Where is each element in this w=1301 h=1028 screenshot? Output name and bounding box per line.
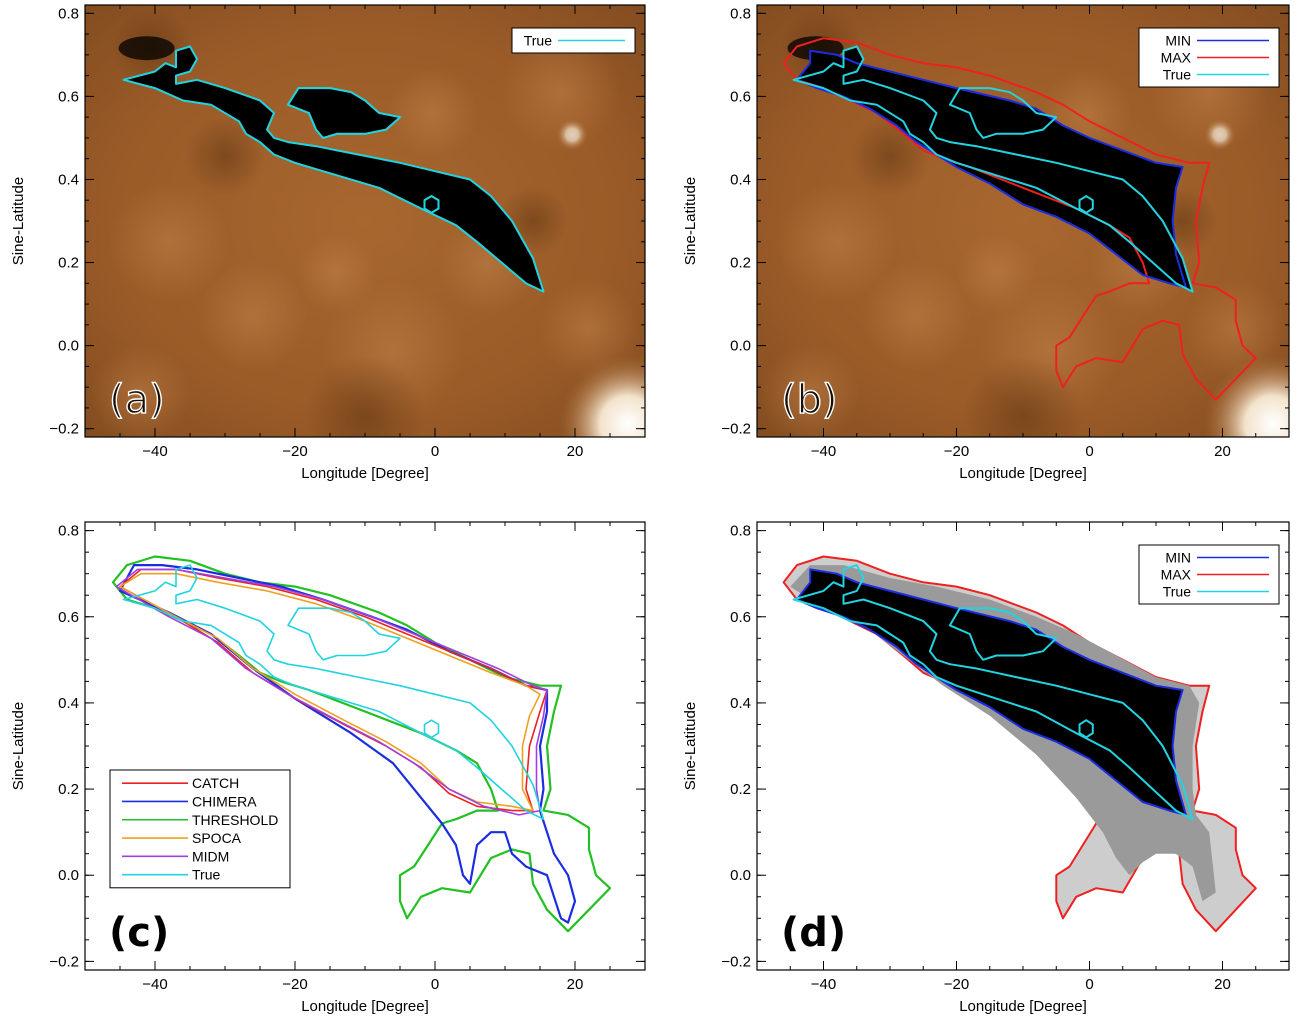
legend: CATCH CHIMERA THRESHOLD SPOCA MIDM True	[109, 769, 291, 889]
contour-min-1	[795, 49, 1187, 289]
contour-true-3	[948, 87, 1058, 139]
contour-true-5	[1078, 719, 1094, 739]
x-tick-label: 20	[567, 976, 584, 993]
contour-threshold-0	[111, 555, 612, 933]
y-tick-label: 0.6	[730, 609, 751, 626]
contour-spoca-3	[119, 572, 541, 812]
y-tick-label: −0.2	[49, 421, 79, 438]
x-tick-label: −40	[811, 443, 836, 460]
legend-label: MAX	[1161, 567, 1192, 583]
panel-label: (a)	[109, 377, 165, 423]
contour-min-2	[795, 568, 1187, 816]
x-tick-label: 0	[431, 443, 439, 460]
contour-true-2	[792, 45, 1194, 293]
contour-true-hole	[423, 194, 440, 214]
legend-label: THRESHOLD	[192, 812, 278, 828]
y-tick-label: 0.8	[730, 5, 751, 22]
legend-label: True	[192, 867, 220, 883]
panel-b: −40 −20 0 20 −0.2 0.0 0.2 0.4 0.6 0.8 Longitude [D…	[682, 4, 1290, 482]
solar-image-background	[85, 5, 645, 437]
x-tick-label: 20	[1214, 443, 1231, 460]
y-axis-title: Sine-Latitude	[682, 177, 699, 265]
x-tick-label: −20	[944, 443, 969, 460]
y-tick-label: 0.6	[730, 88, 751, 105]
x-tick-label: 0	[1085, 443, 1093, 460]
y-tick-label: 0.0	[730, 867, 751, 884]
legend-label: MIN	[1165, 550, 1191, 566]
x-tick-label: −40	[142, 976, 167, 993]
y-tick-label: 0.6	[58, 609, 79, 626]
coronal-hole-fill	[796, 50, 1186, 288]
contour-true-hole	[286, 87, 403, 140]
panel-label: (d)	[781, 910, 846, 956]
legend-label: MIN	[1165, 33, 1191, 49]
panel-d: −40 −20 0 20 −0.2 0.0 0.2 0.4 0.6 0.8 Longitude [D…	[682, 521, 1290, 1015]
y-tick-label: 0.8	[58, 523, 79, 540]
y-tick-label: 0.0	[58, 867, 79, 884]
y-tick-label: 0.0	[730, 338, 751, 355]
y-axis-title: Sine-Latitude	[682, 702, 699, 790]
legend-label: MAX	[1161, 50, 1192, 66]
contour-overlap-medium-1	[790, 565, 1216, 902]
x-tick-label: −40	[142, 443, 167, 460]
x-tick-label: −20	[282, 976, 307, 993]
x-axis-title: Longitude [Degree]	[959, 998, 1087, 1015]
y-tick-label: 0.8	[58, 5, 79, 22]
y-tick-label: 0.4	[730, 171, 751, 188]
panel-c: −40 −20 0 20 −0.2 0.0 0.2 0.4 0.6 0.8 Longitude [D…	[10, 521, 646, 1015]
y-tick-label: 0.8	[730, 523, 751, 540]
x-tick-label: 20	[1214, 976, 1231, 993]
contour-midm-4	[115, 568, 548, 816]
contour-max-0	[782, 37, 1257, 401]
contour-true-4	[1078, 195, 1094, 214]
contour-true-5	[122, 564, 545, 820]
y-tick-label: 0.4	[58, 695, 79, 712]
y-tick-label: −0.2	[49, 953, 79, 970]
legend-label: True	[1163, 584, 1191, 600]
y-tick-label: 0.2	[58, 255, 79, 272]
legend-box	[109, 769, 291, 889]
y-tick-label: 0.4	[730, 695, 751, 712]
legend-label: True	[524, 33, 552, 49]
legend-label: CATCH	[192, 775, 239, 791]
legend-label: SPOCA	[192, 830, 242, 846]
y-tick-label: −0.2	[721, 953, 751, 970]
legend: True	[511, 27, 636, 54]
contour-true-3	[792, 564, 1194, 821]
y-tick-label: 0.2	[730, 781, 751, 798]
y-axis-title: Sine-Latitude	[10, 177, 27, 265]
x-tick-label: 0	[1085, 976, 1093, 993]
plot-background	[85, 522, 645, 970]
x-tick-label: 0	[431, 976, 439, 993]
y-tick-label: −0.2	[721, 421, 751, 438]
y-tick-label: 0.2	[58, 781, 79, 798]
y-tick-label: 0.2	[730, 255, 751, 272]
x-tick-label: −20	[944, 976, 969, 993]
panel-a: −40 −20 0 20 −0.2 0.0 0.2 0.4 0.6 0.8 Longitude [D…	[10, 4, 646, 482]
x-tick-label: 20	[567, 443, 584, 460]
x-axis-title: Longitude [Degree]	[301, 465, 429, 482]
contour-true-7	[423, 719, 440, 739]
y-tick-label: 0.0	[58, 338, 79, 355]
legend-label: MIDM	[192, 848, 229, 864]
legend-label: CHIMERA	[192, 793, 257, 809]
x-axis-title: Longitude [Degree]	[301, 998, 429, 1015]
y-tick-label: 0.4	[58, 171, 79, 188]
x-tick-label: −20	[282, 443, 307, 460]
x-axis-title: Longitude [Degree]	[959, 465, 1087, 482]
y-axis-title: Sine-Latitude	[10, 702, 27, 790]
contour-true-6	[287, 607, 401, 661]
y-tick-label: 0.6	[58, 88, 79, 105]
contour-true-4	[948, 607, 1058, 661]
legend-label: True	[1163, 67, 1191, 83]
x-tick-label: −40	[811, 976, 836, 993]
panel-label: (b)	[781, 377, 838, 423]
contour-true-0	[122, 45, 545, 293]
panel-label: (c)	[109, 910, 169, 956]
